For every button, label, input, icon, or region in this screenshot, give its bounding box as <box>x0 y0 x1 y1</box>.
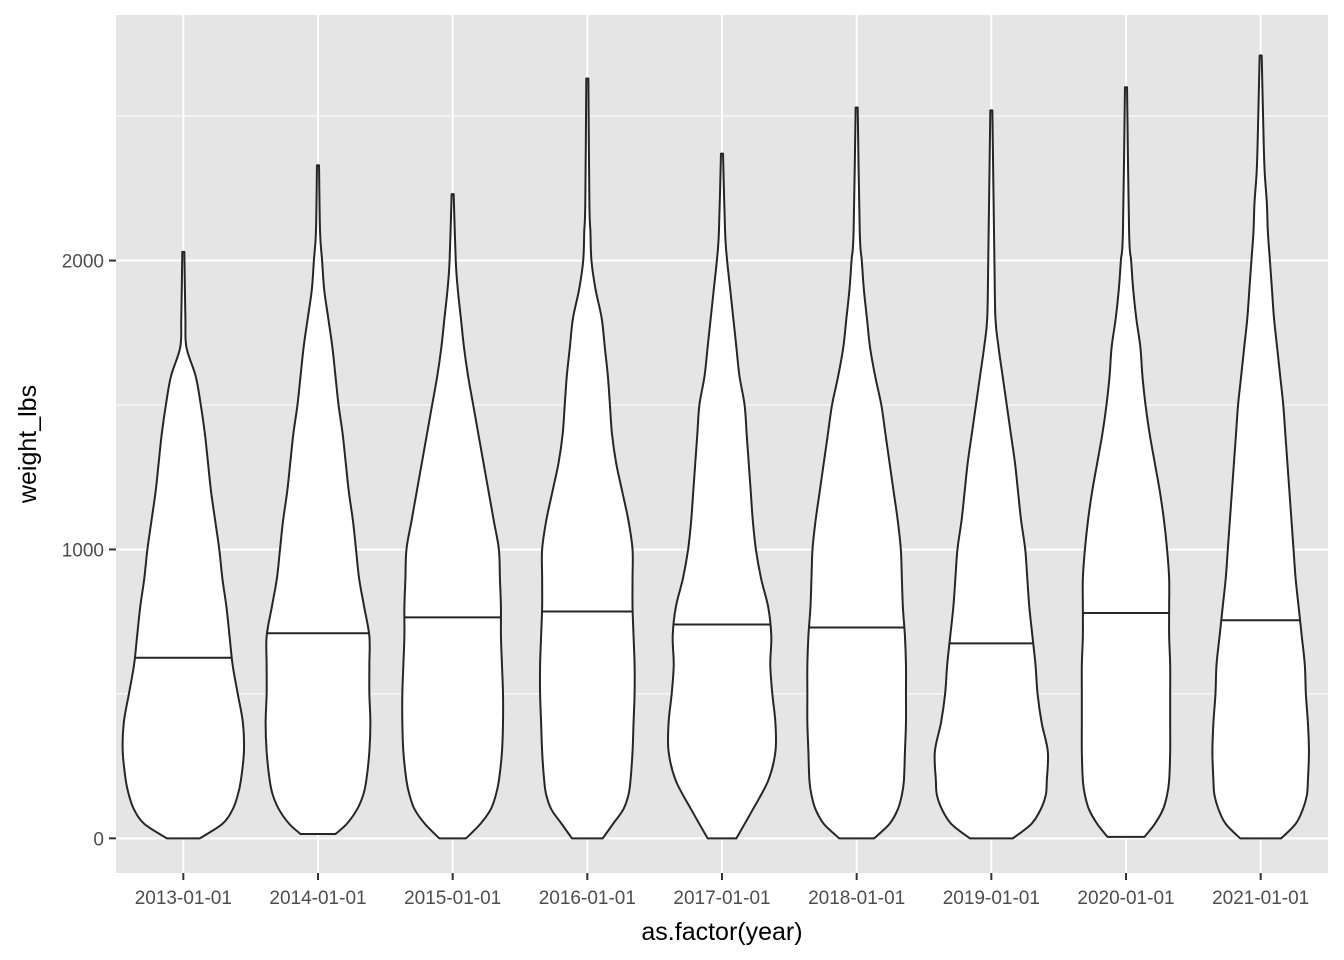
violin-2015-01-01 <box>401 193 505 840</box>
x-axis: 2013-01-01 2014-01-01 2015-01-01 2016-01-01… <box>135 873 1309 909</box>
violin-2017-01-01 <box>666 152 778 840</box>
y-tick-label: 2000 <box>62 252 104 273</box>
x-axis-title: as.factor(year) <box>641 918 802 946</box>
violin-2014-01-01 <box>264 164 372 835</box>
violin-2018-01-01 <box>806 106 908 840</box>
y-tick-label: 0 <box>93 829 104 850</box>
x-tick-label: 2018-01-01 <box>808 888 905 909</box>
violin-2019-01-01 <box>933 109 1050 840</box>
violin-2020-01-01 <box>1080 86 1172 838</box>
x-tick-label: 2016-01-01 <box>539 888 636 909</box>
x-tick-label: 2015-01-01 <box>404 888 501 909</box>
violin-2013-01-01 <box>121 250 246 840</box>
y-axis-title: weight_lbs <box>14 385 42 504</box>
x-tick-label: 2020-01-01 <box>1077 888 1174 909</box>
x-tick-label: 2021-01-01 <box>1212 888 1309 909</box>
violin-2021-01-01 <box>1211 54 1310 840</box>
x-tick-label: 2014-01-01 <box>269 888 366 909</box>
y-axis: 0 1000 2000 <box>62 252 116 850</box>
y-tick-label: 1000 <box>62 540 104 561</box>
x-tick-label: 2019-01-01 <box>943 888 1040 909</box>
x-tick-label: 2013-01-01 <box>135 888 232 909</box>
x-tick-label: 2017-01-01 <box>673 888 770 909</box>
violin-2016-01-01 <box>538 77 636 840</box>
violins <box>121 54 1310 840</box>
